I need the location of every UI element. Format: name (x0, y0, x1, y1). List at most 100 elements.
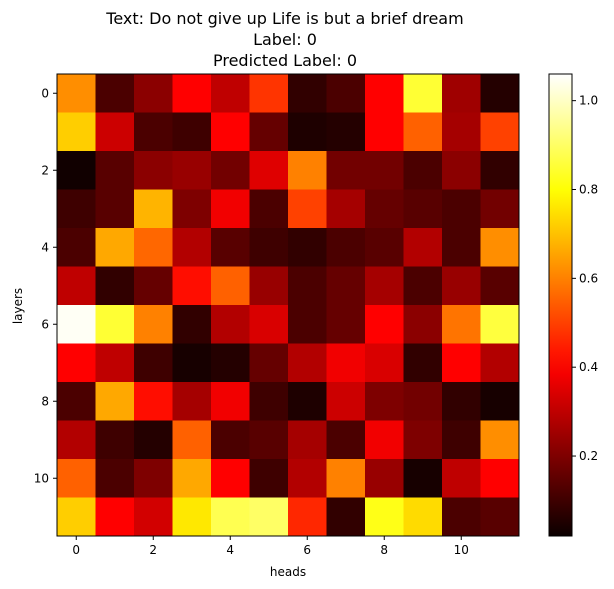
colorbar-tick-label: 1.0 (579, 94, 598, 108)
heatmap-cell-6-10 (442, 305, 481, 344)
x-tick-label: 0 (72, 543, 80, 557)
heatmap-cell-8-8 (365, 382, 404, 421)
heatmap-cell-1-0 (57, 112, 96, 152)
chart-title: Text: Do not give up Life is but a brief… (105, 9, 463, 70)
heatmap-cell-8-10 (442, 382, 481, 421)
x-axis-label: heads (270, 565, 306, 579)
heatmap-cell-8-11 (480, 382, 520, 421)
heatmap-cell-11-8 (365, 497, 404, 537)
heatmap-cell-1-8 (365, 112, 404, 152)
heatmap-cell-4-9 (403, 228, 443, 267)
heatmap-cell-11-5 (249, 497, 289, 537)
heatmap-cell-10-5 (249, 459, 289, 498)
heatmap-cell-5-11 (480, 266, 520, 306)
heatmap-cell-3-7 (326, 189, 366, 229)
heatmap-cell-0-0 (57, 74, 96, 113)
heatmap-cell-7-10 (442, 343, 481, 383)
heatmap-cell-3-5 (249, 189, 289, 229)
title-line-3: Predicted Label: 0 (213, 51, 357, 70)
heatmap-cell-8-7 (326, 382, 366, 421)
heatmap-cell-2-7 (326, 151, 366, 190)
heatmap-cell-0-6 (288, 74, 327, 113)
heatmap-cell-4-10 (442, 228, 481, 267)
heatmap-cell-4-7 (326, 228, 366, 267)
heatmap-cell-9-2 (134, 420, 173, 460)
heatmap-cell-2-1 (95, 151, 135, 190)
heatmap-cell-3-2 (134, 189, 173, 229)
heatmap-cell-11-3 (172, 497, 212, 537)
heatmap-cell-10-7 (326, 459, 366, 498)
heatmap-cell-2-3 (172, 151, 212, 190)
heatmap-cell-6-2 (134, 305, 173, 344)
heatmap-cell-5-1 (95, 266, 135, 306)
heatmap-cell-5-0 (57, 266, 96, 306)
y-tick-label: 4 (41, 240, 49, 254)
heatmap-cell-9-3 (172, 420, 212, 460)
heatmap-cell-3-10 (442, 189, 481, 229)
heatmap-cell-9-7 (326, 420, 366, 460)
heatmap-cell-8-0 (57, 382, 96, 421)
heatmap-cell-3-8 (365, 189, 404, 229)
heatmap-cell-11-10 (442, 497, 481, 537)
heatmap-cell-1-5 (249, 112, 289, 152)
heatmap-cell-3-1 (95, 189, 135, 229)
heatmap-cell-2-8 (365, 151, 404, 190)
heatmap-cell-6-8 (365, 305, 404, 344)
heatmap-cell-3-0 (57, 189, 96, 229)
heatmap-cell-5-8 (365, 266, 404, 306)
heatmap-cell-1-7 (326, 112, 366, 152)
heatmap-cell-4-6 (288, 228, 327, 267)
heatmap-cell-0-3 (172, 74, 212, 113)
heatmap-cell-3-11 (480, 189, 520, 229)
heatmap-cell-11-2 (134, 497, 173, 537)
heatmap-cell-10-4 (211, 459, 250, 498)
heatmap-cell-5-7 (326, 266, 366, 306)
heatmap-cell-9-10 (442, 420, 481, 460)
heatmap-cell-0-1 (95, 74, 135, 113)
heatmap-cell-6-6 (288, 305, 327, 344)
heatmap-cell-7-0 (57, 343, 96, 383)
x-tick-label: 6 (303, 543, 311, 557)
heatmap-cell-0-8 (365, 74, 404, 113)
title-line-2: Label: 0 (253, 30, 317, 49)
heatmap-cell-6-7 (326, 305, 366, 344)
heatmap-cell-6-1 (95, 305, 135, 344)
heatmap-cell-0-11 (480, 74, 520, 113)
heatmap-cell-0-2 (134, 74, 173, 113)
heatmap-cell-1-9 (403, 112, 443, 152)
heatmap-cell-7-11 (480, 343, 520, 383)
heatmap-cell-7-3 (172, 343, 212, 383)
heatmap-cell-8-6 (288, 382, 327, 421)
heatmap-cell-10-6 (288, 459, 327, 498)
heatmap-cell-5-9 (403, 266, 443, 306)
heatmap-cell-6-5 (249, 305, 289, 344)
heatmap-cell-0-9 (403, 74, 443, 113)
heatmap-cell-8-4 (211, 382, 250, 421)
heatmap-cell-6-3 (172, 305, 212, 344)
heatmap-cell-2-5 (249, 151, 289, 190)
heatmap-cell-8-5 (249, 382, 289, 421)
heatmap-cell-2-6 (288, 151, 327, 190)
heatmap-cell-9-9 (403, 420, 443, 460)
heatmap-cell-1-3 (172, 112, 212, 152)
heatmap-cell-10-11 (480, 459, 520, 498)
heatmap-cell-7-7 (326, 343, 366, 383)
heatmap-cell-1-11 (480, 112, 520, 152)
heatmap-cell-4-2 (134, 228, 173, 267)
heatmap-cell-8-1 (95, 382, 135, 421)
heatmap-cell-3-3 (172, 189, 212, 229)
plot-frame (56, 73, 520, 537)
heatmap-cell-8-9 (403, 382, 443, 421)
heatmap-cell-5-3 (172, 266, 212, 306)
y-tick-label: 8 (41, 394, 49, 408)
heatmap-cell-0-5 (249, 74, 289, 113)
heatmap-cell-10-3 (172, 459, 212, 498)
heatmap-cell-1-6 (288, 112, 327, 152)
heatmap-cell-11-7 (326, 497, 366, 537)
heatmap-cell-7-5 (249, 343, 289, 383)
heatmap-cell-9-4 (211, 420, 250, 460)
heatmap-cell-0-7 (326, 74, 366, 113)
heatmap-cell-10-10 (442, 459, 481, 498)
heatmap-cell-5-10 (442, 266, 481, 306)
